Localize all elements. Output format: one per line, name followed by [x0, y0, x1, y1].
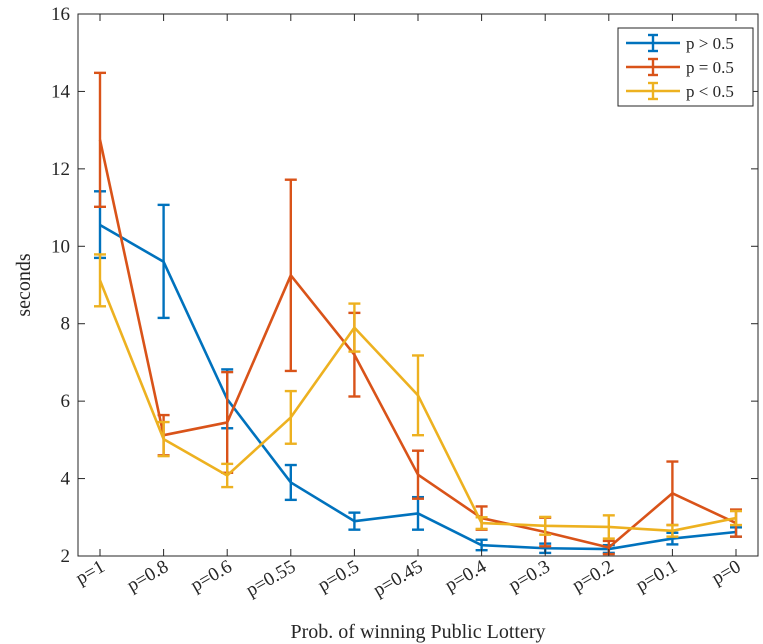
x-tick-label: p=0.4	[442, 556, 491, 596]
x-tick-label: p=0.3	[505, 556, 554, 596]
x-tick-label: p=0.1	[632, 556, 681, 596]
legend-label: p > 0.5	[686, 34, 734, 53]
legend: p > 0.5 p = 0.5 p < 0.5	[617, 27, 754, 107]
error-bar	[602, 514, 615, 540]
error-bar	[666, 523, 679, 538]
legend-label: p < 0.5	[686, 82, 734, 101]
y-tick-label: 16	[51, 4, 70, 25]
series-layer	[94, 71, 742, 556]
error-bar	[94, 253, 106, 308]
y-tick-label: 4	[61, 469, 71, 490]
x-tick-label: p=0.6	[187, 556, 236, 596]
error-bar	[284, 389, 297, 445]
error-bar	[284, 178, 297, 373]
legend-item: p < 0.5	[626, 81, 734, 101]
y-tick-label: 14	[51, 81, 71, 102]
y-tick-label: 12	[51, 159, 70, 180]
y-tick-label: 6	[61, 391, 71, 412]
error-bar	[412, 354, 424, 437]
error-bar	[348, 511, 361, 531]
legend-item: p > 0.5	[626, 33, 734, 53]
x-tick-label: p=0.8	[124, 556, 173, 596]
error-bar	[730, 509, 742, 527]
y-tick-label: 2	[61, 546, 71, 567]
error-bar	[221, 462, 234, 489]
error-bar	[284, 463, 297, 502]
legend-item: p = 0.5	[626, 57, 734, 77]
y-tick-label: 8	[61, 314, 71, 335]
y-axis-label: seconds	[13, 253, 35, 317]
error-bar	[539, 515, 552, 536]
error-bar	[348, 302, 361, 353]
legend-label: p = 0.5	[686, 58, 734, 77]
x-tick-label: p=0.5	[314, 556, 363, 596]
error-bar	[94, 71, 106, 208]
series-3	[94, 253, 742, 540]
x-axis-label: Prob. of winning Public Lottery	[291, 621, 546, 643]
x-tick-label: p=0.45	[370, 556, 427, 601]
x-tick-label: p=0.2	[569, 556, 618, 596]
error-bar	[475, 516, 488, 531]
error-bar	[157, 203, 170, 320]
x-tick-label: p=0	[708, 556, 744, 589]
x-tick-label: p=1	[72, 556, 108, 589]
x-tick-label: p=0.55	[242, 556, 299, 601]
error-bar	[412, 449, 424, 500]
y-tick-label: 10	[51, 236, 70, 257]
error-bar	[157, 420, 170, 458]
